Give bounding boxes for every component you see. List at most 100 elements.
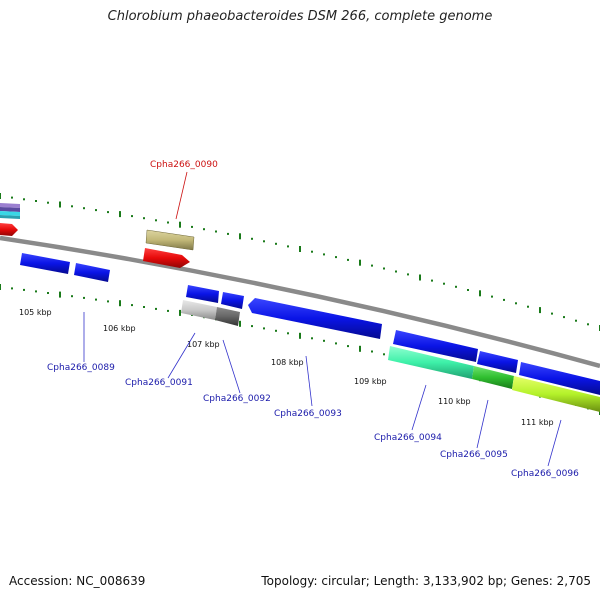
gene-label-0096[interactable]: Cpha266_0096 — [511, 469, 579, 479]
scale-tick — [131, 215, 133, 218]
scale-tick — [11, 196, 13, 199]
scale-tick — [119, 211, 121, 218]
scale-tick — [515, 302, 517, 305]
scale-label-108: 108 kbp — [271, 358, 304, 367]
gene-cpha266-0095b — [472, 366, 514, 389]
gene-grey — [181, 300, 217, 320]
scale-tick — [431, 279, 433, 282]
gene-cpha266-0094a — [393, 330, 478, 362]
scale-label-106: 106 kbp — [103, 324, 136, 333]
scale-tick — [467, 289, 469, 291]
scale-tick — [107, 300, 109, 303]
scale-tick — [503, 298, 505, 301]
gene-cpha266-0089b — [74, 263, 110, 282]
gene-red-left-edge — [0, 223, 18, 236]
scale-tick — [347, 345, 349, 348]
scale-tick — [383, 267, 385, 270]
scale-tick — [167, 221, 169, 224]
scale-tick — [275, 329, 277, 332]
scale-tick — [263, 240, 265, 243]
scale-tick — [299, 246, 301, 252]
gene-darkgrey — [215, 307, 240, 326]
scale-tick — [47, 201, 49, 204]
scale-tick — [215, 230, 217, 233]
gene-cpha266-0091 — [186, 285, 219, 303]
scale-tick — [563, 316, 565, 319]
scale-tick — [527, 305, 529, 308]
scale-tick — [347, 258, 349, 261]
scale-tick — [491, 295, 493, 298]
map-title: Chlorobium phaeobacteroides DSM 266, com… — [107, 9, 493, 24]
scale-tick — [299, 332, 301, 339]
gene-label-0095[interactable]: Cpha266_0095 — [440, 450, 508, 460]
scale-tick — [119, 300, 121, 307]
gene-cpha266-0090 — [145, 229, 195, 251]
gene-label-0093[interactable]: Cpha266_0093 — [274, 409, 342, 419]
gene-cpha266-0092a — [221, 292, 244, 309]
scale-tick — [83, 296, 85, 299]
scale-tick — [35, 290, 37, 293]
scale-tick — [191, 225, 193, 228]
scale-tick — [23, 198, 25, 201]
gene-label-0090[interactable]: Cpha266_0090 — [150, 160, 218, 170]
edge-feature-stack — [0, 203, 20, 219]
accession-text: Accession: NC_008639 — [9, 574, 146, 588]
scale-tick — [143, 217, 145, 220]
scale-tick — [359, 345, 361, 352]
genome-backbone — [0, 235, 600, 369]
scale-tick — [203, 228, 205, 231]
scale-tick — [335, 342, 337, 345]
scale-tick — [575, 319, 577, 322]
scale-tick — [179, 309, 181, 316]
gene-cpha266-0094b — [388, 346, 474, 379]
scale-tick — [0, 284, 1, 290]
scale-label-110: 110 kbp — [438, 397, 471, 406]
scale-tick — [443, 282, 445, 285]
scale-tick — [35, 200, 37, 202]
scale-tick — [371, 350, 373, 353]
scale-tick — [107, 211, 109, 214]
gene-cpha266-0095a — [477, 351, 518, 373]
scale-tick — [95, 209, 97, 212]
scale-tick — [131, 304, 133, 307]
gene-red-highlight — [143, 248, 190, 268]
scale-tick — [311, 250, 313, 253]
scale-label-105: 105 kbp — [19, 308, 52, 317]
gene-cpha266-0089a — [20, 253, 70, 274]
gene-label-0089[interactable]: Cpha266_0089 — [47, 363, 115, 373]
scale-tick — [23, 288, 25, 291]
scale-tick — [407, 273, 409, 276]
scale-tick — [47, 292, 49, 294]
scale-ring-upper — [0, 193, 600, 331]
scale-tick — [251, 325, 253, 328]
scale-tick — [95, 298, 97, 301]
scale-tick — [287, 332, 289, 335]
scale-label-111: 111 kbp — [521, 418, 554, 427]
scale-tick — [455, 285, 457, 288]
scale-tick — [263, 327, 265, 330]
scale-tick — [287, 245, 289, 248]
gene-label-0091[interactable]: Cpha266_0091 — [125, 378, 193, 388]
scale-tick — [551, 312, 553, 315]
gene-label-0094[interactable]: Cpha266_0094 — [374, 433, 442, 443]
scale-tick — [71, 205, 73, 208]
scale-tick — [0, 193, 1, 199]
scale-tick — [239, 320, 241, 327]
scale-tick — [155, 219, 157, 222]
scale-tick — [59, 291, 61, 298]
scale-label-109: 109 kbp — [354, 377, 387, 386]
gene-label-0092[interactable]: Cpha266_0092 — [203, 394, 271, 404]
leader-line-red — [175, 171, 188, 220]
scale-tick — [83, 207, 85, 210]
scale-tick — [143, 306, 145, 308]
scale-tick — [227, 232, 229, 235]
leader-lines — [83, 312, 562, 467]
gene-cpha266-0096a — [519, 362, 600, 395]
scale-tick — [419, 274, 421, 281]
scale-label-107: 107 kbp — [187, 340, 220, 349]
scale-tick — [167, 309, 169, 312]
scale-tick — [179, 221, 181, 228]
scale-tick — [371, 264, 373, 267]
gene-cpha266-0093 — [248, 298, 382, 339]
